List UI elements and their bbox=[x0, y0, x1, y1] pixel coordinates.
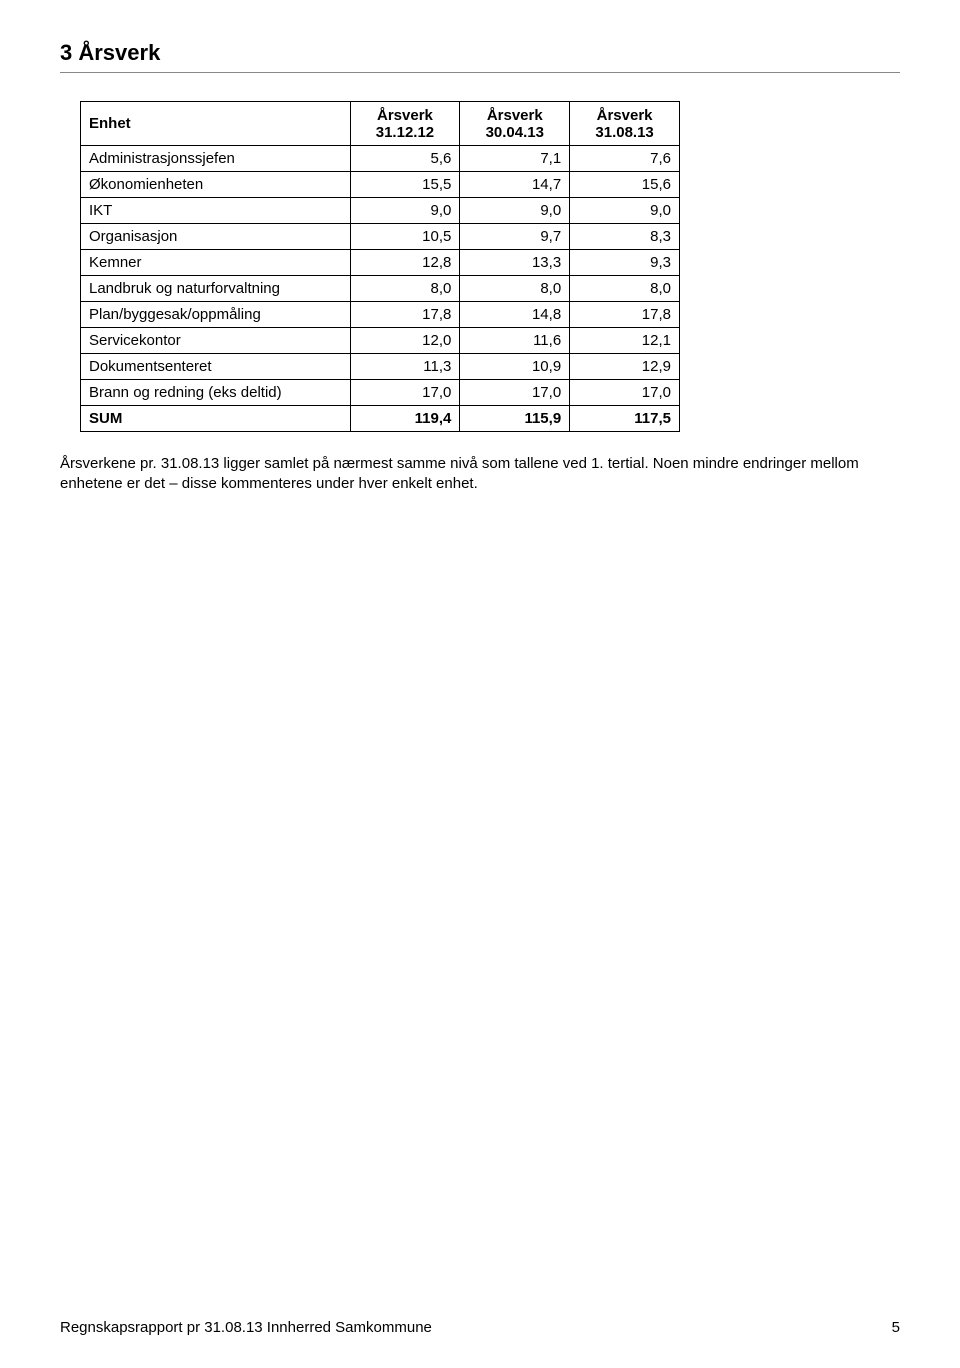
table-row: Landbruk og naturforvaltning 8,0 8,0 8,0 bbox=[81, 276, 680, 302]
sum-value: 119,4 bbox=[350, 406, 460, 432]
row-label: Plan/byggesak/oppmåling bbox=[81, 302, 351, 328]
row-value: 15,6 bbox=[570, 172, 680, 198]
row-value: 9,0 bbox=[570, 198, 680, 224]
row-value: 8,0 bbox=[350, 276, 460, 302]
row-value: 7,6 bbox=[570, 146, 680, 172]
row-value: 17,8 bbox=[350, 302, 460, 328]
row-value: 17,8 bbox=[570, 302, 680, 328]
row-value: 9,0 bbox=[460, 198, 570, 224]
table-row: IKT 9,0 9,0 9,0 bbox=[81, 198, 680, 224]
row-value: 14,8 bbox=[460, 302, 570, 328]
row-value: 8,0 bbox=[460, 276, 570, 302]
row-value: 13,3 bbox=[460, 250, 570, 276]
table-row: Servicekontor 12,0 11,6 12,1 bbox=[81, 328, 680, 354]
row-label: Organisasjon bbox=[81, 224, 351, 250]
row-value: 17,0 bbox=[460, 380, 570, 406]
row-label: Økonomienheten bbox=[81, 172, 351, 198]
row-value: 12,0 bbox=[350, 328, 460, 354]
row-value: 8,0 bbox=[570, 276, 680, 302]
row-value: 11,6 bbox=[460, 328, 570, 354]
table-col-header: Årsverk 31.12.12 bbox=[350, 102, 460, 146]
footer-left: Regnskapsrapport pr 31.08.13 Innherred S… bbox=[60, 1319, 432, 1336]
paragraph: Årsverkene pr. 31.08.13 ligger samlet på… bbox=[60, 454, 900, 495]
sum-value: 115,9 bbox=[460, 406, 570, 432]
table-sum-row: SUM 119,4 115,9 117,5 bbox=[81, 406, 680, 432]
row-value: 17,0 bbox=[570, 380, 680, 406]
table-row: Dokumentsenteret 11,3 10,9 12,9 bbox=[81, 354, 680, 380]
table-row: Brann og redning (eks deltid) 17,0 17,0 … bbox=[81, 380, 680, 406]
section-title: 3 Årsverk bbox=[60, 40, 900, 73]
row-value: 5,6 bbox=[350, 146, 460, 172]
row-value: 15,5 bbox=[350, 172, 460, 198]
table-row: Kemner 12,8 13,3 9,3 bbox=[81, 250, 680, 276]
row-value: 7,1 bbox=[460, 146, 570, 172]
sum-value: 117,5 bbox=[570, 406, 680, 432]
table-row: Administrasjonssjefen 5,6 7,1 7,6 bbox=[81, 146, 680, 172]
row-value: 8,3 bbox=[570, 224, 680, 250]
row-value: 12,1 bbox=[570, 328, 680, 354]
table-row: Organisasjon 10,5 9,7 8,3 bbox=[81, 224, 680, 250]
row-label: Servicekontor bbox=[81, 328, 351, 354]
row-value: 10,9 bbox=[460, 354, 570, 380]
row-value: 9,0 bbox=[350, 198, 460, 224]
table-row: Plan/byggesak/oppmåling 17,8 14,8 17,8 bbox=[81, 302, 680, 328]
row-value: 9,3 bbox=[570, 250, 680, 276]
table-header-row: Enhet Årsverk 31.12.12 Årsverk 30.04.13 … bbox=[81, 102, 680, 146]
table-col-header: Årsverk 30.04.13 bbox=[460, 102, 570, 146]
row-value: 11,3 bbox=[350, 354, 460, 380]
page-footer: Regnskapsrapport pr 31.08.13 Innherred S… bbox=[60, 1319, 900, 1336]
table-row-header: Enhet bbox=[81, 102, 351, 146]
table-col-header: Årsverk 31.08.13 bbox=[570, 102, 680, 146]
row-value: 17,0 bbox=[350, 380, 460, 406]
row-value: 12,8 bbox=[350, 250, 460, 276]
row-label: Brann og redning (eks deltid) bbox=[81, 380, 351, 406]
table-body: Administrasjonssjefen 5,6 7,1 7,6 Økonom… bbox=[81, 146, 680, 432]
row-label: IKT bbox=[81, 198, 351, 224]
row-label: Kemner bbox=[81, 250, 351, 276]
row-label: Administrasjonssjefen bbox=[81, 146, 351, 172]
row-value: 12,9 bbox=[570, 354, 680, 380]
row-label: Dokumentsenteret bbox=[81, 354, 351, 380]
footer-page-number: 5 bbox=[892, 1319, 900, 1336]
arsverk-table: Enhet Årsverk 31.12.12 Årsverk 30.04.13 … bbox=[80, 101, 680, 432]
table-row: Økonomienheten 15,5 14,7 15,6 bbox=[81, 172, 680, 198]
sum-label: SUM bbox=[81, 406, 351, 432]
row-value: 14,7 bbox=[460, 172, 570, 198]
row-label: Landbruk og naturforvaltning bbox=[81, 276, 351, 302]
row-value: 9,7 bbox=[460, 224, 570, 250]
row-value: 10,5 bbox=[350, 224, 460, 250]
